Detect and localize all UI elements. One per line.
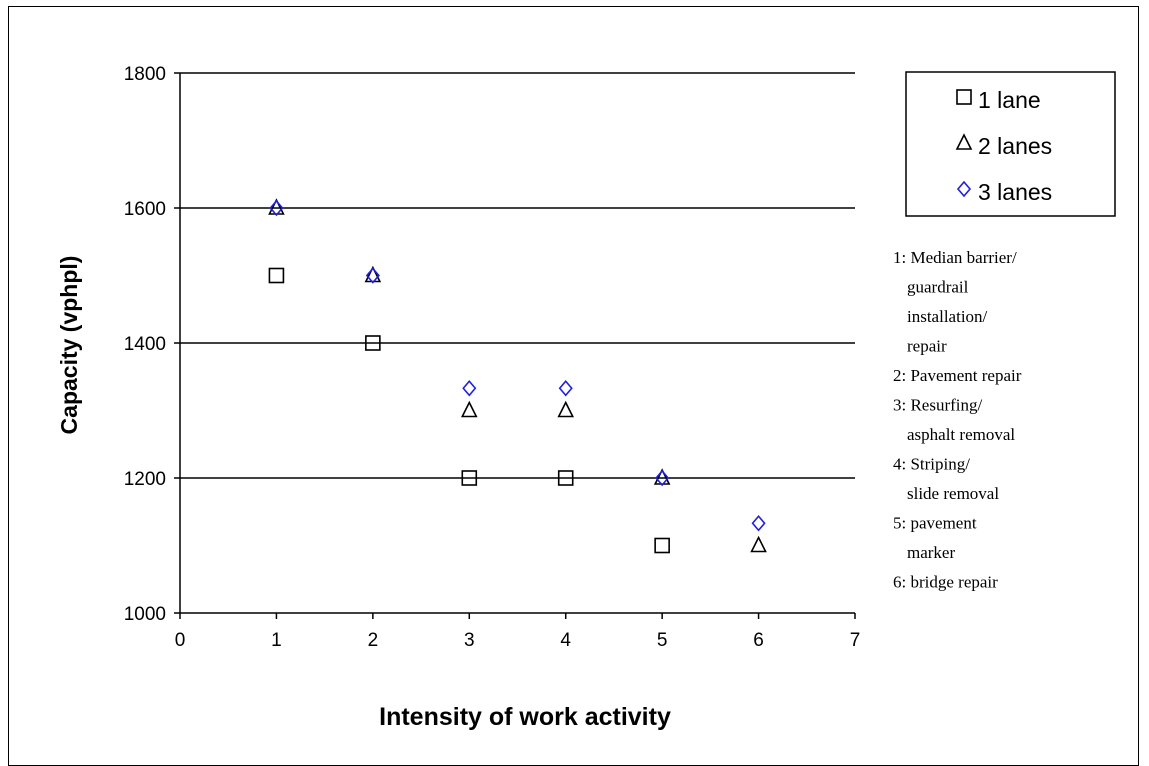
- data-point-diamond: [751, 514, 766, 532]
- data-point-square: [461, 470, 478, 486]
- annotation-line: 6: bridge repair: [893, 573, 998, 592]
- series-diamond: [269, 199, 766, 532]
- y-tick-label: 1400: [124, 334, 166, 355]
- y-tick-label: 1800: [124, 64, 166, 85]
- x-tick-label: 2: [368, 630, 379, 651]
- annotation-line: 3: Resurfing/: [893, 396, 983, 415]
- data-point-square: [557, 470, 574, 486]
- x-tick-labels: 0 1 2 3 4 5 6 7: [175, 630, 861, 651]
- legend-marker-square: [956, 89, 972, 105]
- annotation-line: asphalt removal: [907, 425, 1015, 444]
- x-tick-label: 6: [753, 630, 764, 651]
- y-tick-label: 1000: [124, 604, 166, 625]
- annotation-line: repair: [907, 337, 947, 356]
- annotation-line: 5: pavement: [893, 514, 977, 533]
- y-tick-label: 1600: [124, 199, 166, 220]
- annotation-line: marker: [907, 543, 955, 562]
- x-tick-label: 0: [175, 630, 186, 651]
- x-tick-label: 4: [560, 630, 571, 651]
- data-point-diamond: [655, 469, 670, 487]
- data-point-diamond: [269, 199, 284, 217]
- data-point-triangle: [750, 535, 767, 553]
- annotation-line: 1: Median barrier/: [893, 248, 1017, 267]
- legend-label: 2 lanes: [978, 133, 1052, 159]
- x-tick-label: 7: [850, 630, 861, 651]
- annotation-line: 2: Pavement repair: [893, 366, 1022, 385]
- x-tick-label: 3: [464, 630, 475, 651]
- activity-annotations: 1: Median barrier/guardrail installation/…: [893, 248, 1022, 592]
- series-square: [268, 267, 670, 554]
- gridlines: [180, 207, 855, 479]
- y-tick-label: 1200: [124, 469, 166, 490]
- y-tick-labels: 1000 1200 1400 1600 1800: [124, 64, 166, 625]
- legend-label: 3 lanes: [978, 179, 1052, 205]
- annotation-line: guardrail: [907, 278, 969, 297]
- series-triangle: [268, 198, 767, 553]
- data-point-square: [654, 537, 670, 554]
- x-tick-label: 1: [271, 630, 282, 651]
- x-tick-label: 5: [657, 630, 668, 651]
- y-axis-label: Capacity (vphpl): [56, 256, 82, 435]
- data-point-triangle: [460, 400, 478, 418]
- data-point-diamond: [365, 267, 380, 284]
- legend-marker-triangle: [955, 133, 973, 150]
- annotation-line: slide removal: [907, 484, 999, 503]
- data-point-diamond: [558, 379, 573, 397]
- x-axis-label: Intensity of work activity: [379, 703, 671, 731]
- legend-marker-diamond: [956, 180, 972, 198]
- annotation-line: installation/: [907, 307, 988, 326]
- data-points: [268, 198, 767, 554]
- legend-box: [905, 71, 1116, 217]
- legend-label: 1 lane: [978, 87, 1041, 113]
- data-point-triangle: [557, 400, 575, 418]
- data-point-square: [365, 335, 381, 351]
- legend: 1 lane 2 lanes 3 lanes: [905, 71, 1116, 217]
- axes: [174, 72, 856, 619]
- annotation-line: 4: Striping/: [893, 455, 970, 474]
- data-point-diamond: [462, 379, 477, 397]
- data-point-square: [268, 267, 285, 284]
